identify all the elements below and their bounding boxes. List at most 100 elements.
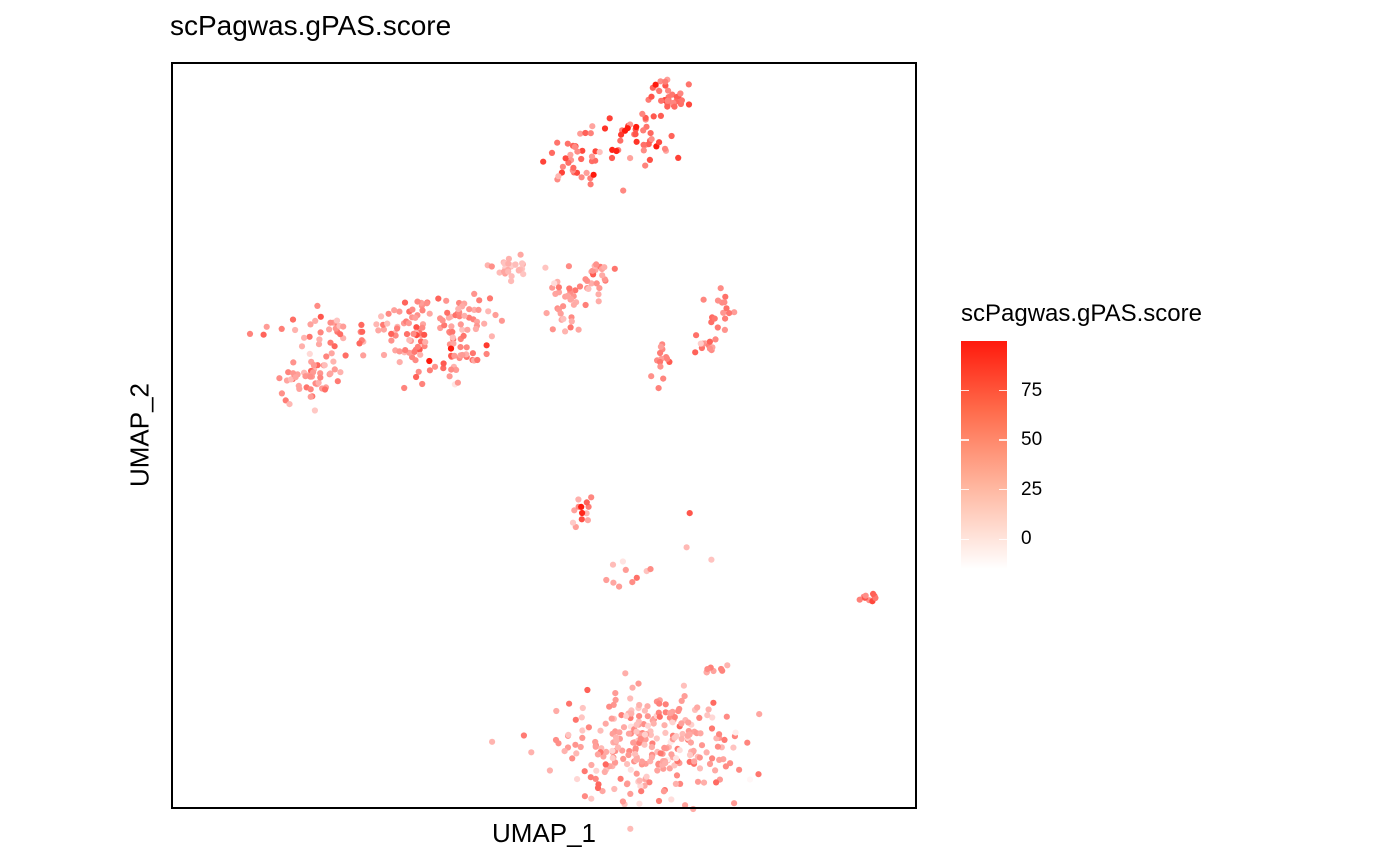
cell-point [657, 750, 664, 757]
cell-point [594, 784, 602, 792]
cell-point [342, 352, 349, 359]
cell-point [359, 328, 366, 335]
legend-tick-mark [999, 538, 1007, 540]
cell-point [618, 712, 625, 719]
cell-point [333, 317, 341, 324]
cell-point [606, 703, 613, 710]
cell-point [660, 788, 668, 795]
cell-point [360, 352, 367, 359]
cell-point [588, 761, 595, 769]
cell-point [650, 720, 657, 727]
cell-point [617, 775, 624, 782]
cell-point [459, 351, 466, 359]
cell-point [724, 662, 731, 669]
cell-point [679, 730, 686, 738]
cell-point [682, 802, 689, 809]
cell-point [246, 330, 254, 337]
cell-point [287, 376, 295, 383]
cell-point [515, 267, 522, 274]
cell-point [555, 173, 562, 180]
cell-point [716, 756, 723, 764]
cell-point [716, 731, 723, 738]
cell-point [263, 323, 270, 330]
cell-point [619, 747, 626, 754]
cell-point [601, 264, 608, 271]
cell-point [609, 755, 616, 762]
cell-point [669, 91, 676, 98]
legend-tick-label: 25 [1021, 478, 1043, 500]
cell-point [337, 331, 344, 338]
cell-point [678, 697, 685, 705]
cell-point [692, 349, 699, 356]
cell-point [592, 738, 599, 746]
cell-point [584, 686, 591, 694]
cell-point [298, 343, 306, 350]
cell-point [636, 713, 643, 720]
cell-point [549, 326, 556, 333]
y-axis-label: UMAP_2 [124, 382, 155, 488]
cell-point [722, 315, 729, 322]
plot-panel-border [171, 62, 917, 809]
cell-point [414, 343, 421, 350]
cell-point [709, 755, 716, 762]
cell-point [625, 751, 632, 759]
cell-point [565, 731, 572, 739]
cell-point [474, 356, 481, 364]
cell-point [662, 701, 669, 708]
cell-point [440, 360, 447, 367]
x-axis-label: UMAP_1 [491, 818, 597, 848]
cell-point [637, 735, 644, 743]
cell-point [619, 798, 627, 805]
cell-point [709, 714, 716, 721]
cell-point [439, 317, 446, 324]
cell-point [665, 87, 672, 94]
cell-point [662, 760, 669, 767]
cell-point [705, 706, 712, 713]
cell-point [640, 141, 647, 148]
cell-point [579, 704, 586, 712]
cell-point [608, 715, 615, 722]
cell-point [622, 566, 629, 574]
cell-point [714, 324, 721, 331]
cell-point [334, 378, 341, 385]
cell-point [687, 739, 695, 746]
cell-point [327, 339, 334, 346]
cell-point [685, 81, 692, 88]
cell-point [472, 325, 479, 333]
cell-point [676, 705, 683, 713]
cell-point [447, 345, 455, 352]
cell-point [624, 125, 631, 132]
cell-point [714, 297, 722, 304]
cell-point [616, 583, 623, 590]
cell-point [638, 758, 646, 765]
cell-point [486, 295, 494, 302]
cell-point [414, 298, 421, 305]
cell-point [856, 596, 863, 603]
cell-point [633, 138, 640, 145]
cell-point [601, 125, 609, 132]
cell-point [646, 156, 654, 163]
cell-point [555, 289, 563, 296]
cell-point [656, 700, 663, 707]
chart-title: scPagwas.gPAS.score [170, 10, 452, 41]
cell-point [451, 352, 458, 359]
cell-point [620, 187, 627, 194]
cell-point [448, 366, 455, 373]
cell-point [435, 295, 442, 302]
cell-point [317, 329, 324, 336]
cell-point [703, 749, 710, 756]
cell-point [553, 707, 560, 715]
cell-point [650, 113, 657, 120]
cell-point [587, 130, 594, 137]
cell-point [627, 155, 634, 162]
cell-point [419, 307, 426, 314]
cell-point [307, 321, 314, 328]
cell-point [464, 326, 471, 333]
cell-point [646, 779, 653, 786]
cell-point [678, 735, 685, 743]
cell-point [498, 317, 505, 324]
cell-point [302, 373, 309, 380]
cell-point [385, 310, 392, 317]
cell-point [612, 690, 619, 697]
cell-point [552, 736, 560, 744]
